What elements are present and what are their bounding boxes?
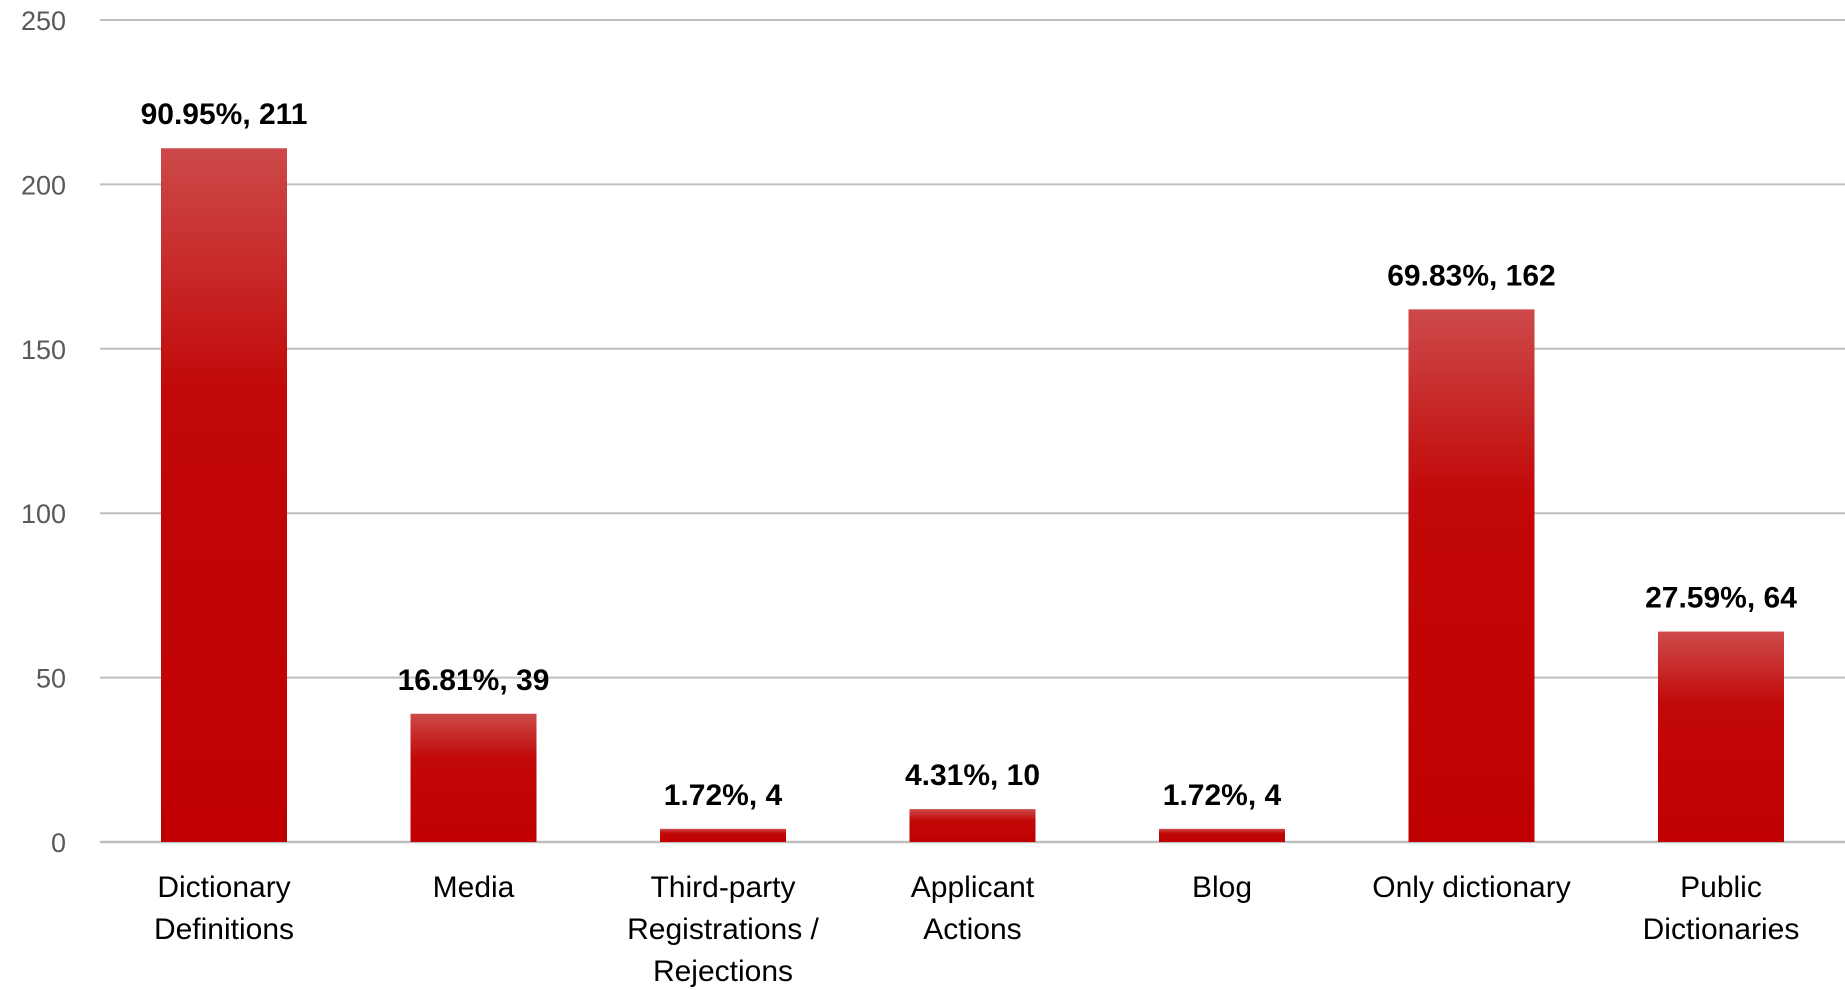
category-label: Definitions (154, 913, 294, 946)
data-label: 69.83%, 162 (1387, 259, 1555, 292)
data-labels: 90.95%, 211 16.81%, 39 1.72%, 4 4.31%, 10 1.… (141, 98, 1798, 812)
bars (161, 148, 1784, 842)
data-label: 16.81%, 39 (398, 664, 550, 697)
bar (660, 828, 786, 842)
data-label: 27.59%, 64 (1645, 582, 1797, 615)
bar (410, 713, 537, 842)
category-label: Actions (923, 913, 1021, 946)
bar (909, 809, 1036, 842)
bar (1159, 828, 1285, 842)
category-label: Dictionary (157, 871, 290, 904)
y-tick-label: 50 (36, 664, 66, 694)
category-label: Applicant (911, 871, 1035, 904)
category-label: Media (433, 871, 515, 904)
y-tick-label: 0 (51, 828, 66, 858)
data-label: 1.72%, 4 (664, 779, 783, 812)
y-tick-label: 150 (21, 335, 66, 365)
category-label: Only dictionary (1372, 871, 1570, 904)
category-label: Blog (1192, 871, 1252, 904)
bar (161, 148, 287, 842)
data-label: 90.95%, 211 (141, 98, 308, 131)
category-label: Public (1680, 871, 1762, 904)
y-tick-label: 250 (21, 6, 66, 36)
bar (1658, 631, 1784, 842)
category-label: Third-party (650, 871, 795, 904)
category-label: Rejections (653, 955, 793, 988)
gridlines (100, 19, 1845, 844)
y-tick-label: 200 (21, 170, 66, 200)
category-label: Dictionaries (1643, 913, 1800, 946)
bar (1408, 309, 1535, 842)
data-label: 1.72%, 4 (1163, 779, 1282, 812)
x-axis-categories: Dictionary Definitions Media Third-party Reg… (154, 871, 1799, 988)
y-axis-ticks: 0 50 100 150 200 250 (21, 6, 66, 858)
data-label: 4.31%, 10 (905, 759, 1040, 792)
y-tick-label: 100 (21, 499, 66, 529)
category-label: Registrations / (627, 913, 819, 946)
